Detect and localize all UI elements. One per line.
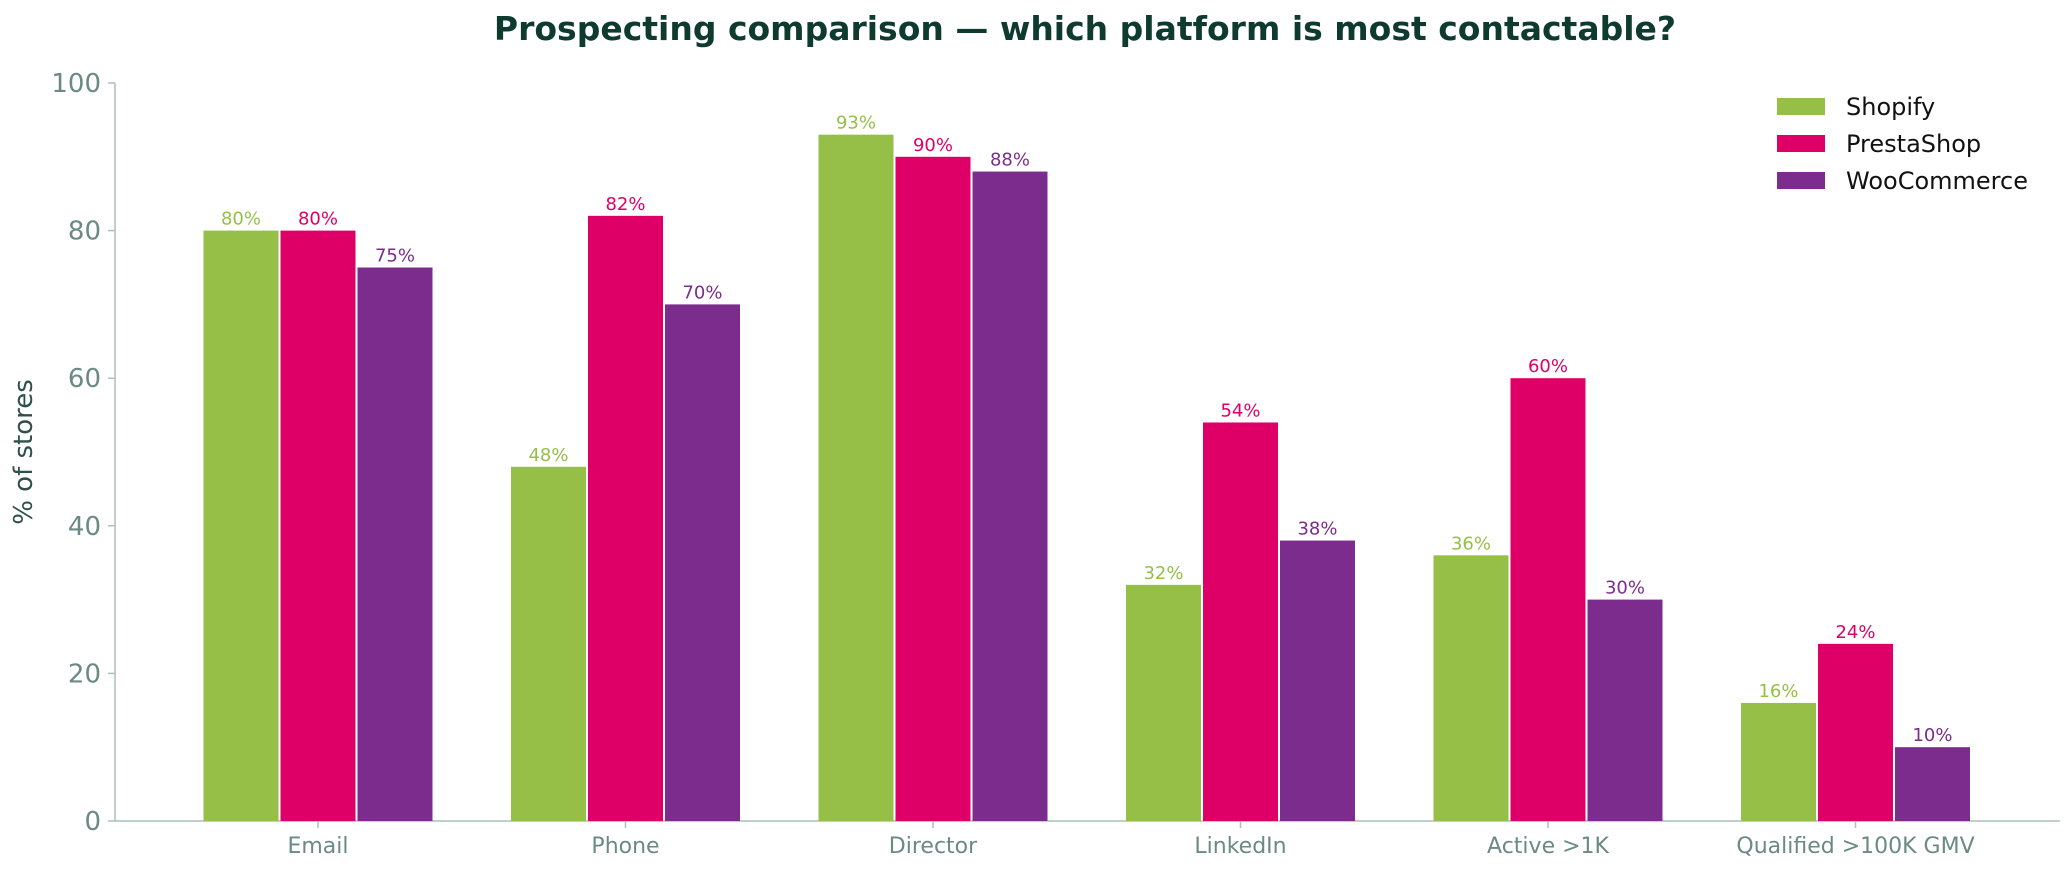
x-tick-label: Qualified >100K GMV — [1736, 834, 1974, 859]
y-tick-label: 20 — [68, 659, 101, 689]
y-axis-label: % of stores — [9, 379, 39, 525]
y-tick-label: 80 — [68, 217, 101, 247]
bar — [1587, 599, 1663, 821]
data-label: 60% — [1528, 356, 1568, 377]
bar — [511, 466, 586, 821]
data-label: 80% — [298, 209, 338, 230]
x-tick-label: Email — [287, 834, 348, 859]
data-label: 80% — [221, 209, 261, 230]
y-tick-label: 40 — [68, 512, 101, 542]
data-label: 30% — [1605, 578, 1645, 599]
x-tick-label: LinkedIn — [1194, 834, 1286, 859]
data-label: 70% — [682, 282, 722, 303]
legend-swatch — [1777, 172, 1825, 189]
data-label: 38% — [1297, 519, 1337, 540]
y-tick-label: 60 — [68, 364, 101, 394]
data-label: 32% — [1143, 563, 1183, 584]
bar — [1203, 422, 1278, 821]
legend-label: Shopify — [1846, 93, 1935, 121]
data-label: 16% — [1758, 681, 1798, 702]
bar — [972, 171, 1048, 821]
bar — [357, 267, 433, 821]
y-tick-labels: 0 20 40 60 80 100 — [51, 69, 101, 837]
bar — [1895, 747, 1970, 821]
bar — [1510, 378, 1586, 821]
bar — [1818, 643, 1893, 821]
x-tick-label: Active >1K — [1487, 834, 1609, 859]
data-label: 10% — [1912, 725, 1952, 746]
legend-swatch — [1777, 135, 1825, 152]
chart-title: Prospecting comparison — which platform … — [494, 9, 1676, 48]
bar — [1126, 584, 1201, 821]
bar — [1433, 555, 1509, 821]
x-tick-labels: Email Phone Director LinkedIn Active >1K Qual… — [287, 834, 1974, 859]
data-label: 90% — [913, 135, 953, 156]
bar — [895, 156, 971, 822]
bar — [588, 215, 663, 822]
x-tick-label: Director — [889, 834, 978, 859]
data-label: 82% — [605, 194, 645, 215]
data-labels: 80% 80% 75% 48% 82% 70% 93% 90% 88% 32% 54% 38% 36% 6… — [221, 113, 1953, 747]
legend-swatch — [1777, 98, 1825, 115]
bar — [818, 134, 894, 821]
data-label: 54% — [1220, 400, 1260, 421]
data-label: 75% — [375, 246, 415, 267]
data-label: 88% — [990, 150, 1030, 171]
data-label: 48% — [528, 445, 568, 466]
x-tick-label: Phone — [591, 834, 659, 859]
bar — [665, 304, 740, 821]
legend-label: WooCommerce — [1846, 167, 2028, 195]
y-tick-label: 0 — [84, 807, 101, 837]
data-label: 93% — [836, 113, 876, 134]
bar — [1280, 540, 1355, 821]
bar — [203, 230, 279, 822]
data-label: 36% — [1451, 533, 1491, 554]
data-label: 24% — [1835, 622, 1875, 643]
axes — [108, 82, 2060, 828]
y-tick-label: 100 — [51, 69, 101, 99]
bars — [203, 134, 1970, 822]
legend: Shopify PrestaShop WooCommerce — [1777, 93, 2028, 195]
legend-label: PrestaShop — [1846, 130, 1981, 158]
bar — [280, 230, 356, 822]
bar — [1741, 702, 1816, 821]
